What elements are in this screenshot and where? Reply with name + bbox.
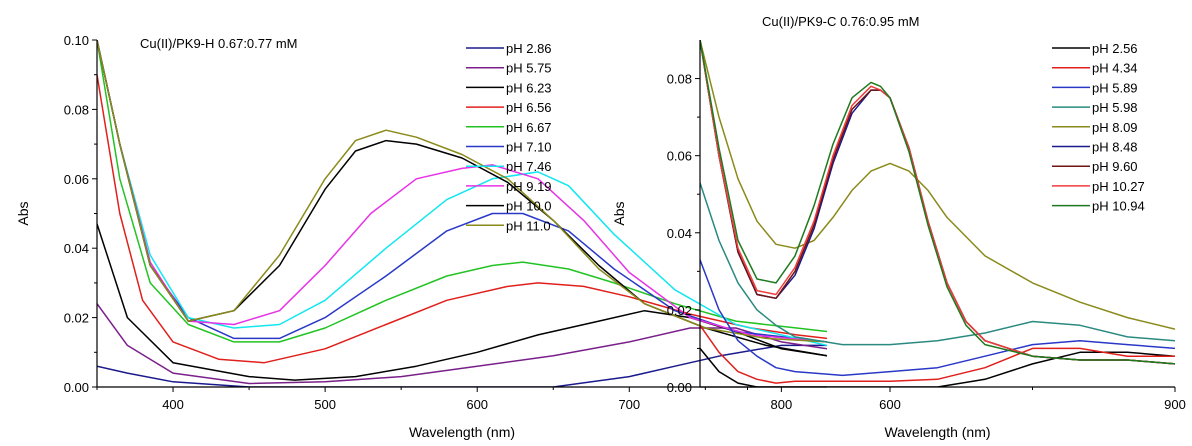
y-tick-label: 0.00 — [667, 380, 692, 395]
legend-label: pH 6.67 — [506, 120, 552, 135]
y-tick-label: 0.08 — [667, 72, 692, 87]
x-tick-label: 900 — [1164, 397, 1186, 412]
legend-label: pH 5.98 — [1092, 100, 1138, 115]
series-line-2 — [97, 303, 827, 385]
chart-title: Cu(II)/PK9-C 0.76:0.95 mM — [762, 14, 920, 29]
y-tick-label: 0.08 — [64, 102, 89, 117]
legend-label: pH 6.23 — [506, 80, 552, 95]
x-tick-label: 600 — [466, 397, 488, 412]
series-line-4 — [97, 74, 827, 364]
legend-label: pH 11.0 — [506, 218, 551, 233]
series-line-2 — [700, 324, 1175, 384]
y-tick-label: 0.02 — [64, 311, 89, 326]
legend-label: pH 8.48 — [1092, 140, 1138, 155]
legend-label: pH 4.34 — [1092, 61, 1138, 76]
legend-label: pH 9.19 — [506, 179, 552, 194]
legend: pH 2.86 pH 5.75 pH 6.23 pH 6.56 pH 6.67 pH 7.… — [466, 41, 552, 233]
legend-label: pH 2.86 — [506, 41, 552, 56]
chart-1: 0.00 0.02 0.04 0.06 0.08 0.10 400 500 600 700 800 W… — [15, 33, 827, 440]
series-line-4 — [700, 182, 1175, 346]
x-tick-label: 700 — [618, 397, 640, 412]
series-line-1 — [700, 347, 1175, 387]
legend-label: pH 6.56 — [506, 100, 552, 115]
y-tick-label: 0.00 — [64, 380, 89, 395]
legend-label: pH 10.27 — [1092, 179, 1145, 194]
y-tick-label: 0.04 — [667, 226, 692, 241]
y-tick-label: 0.06 — [667, 149, 692, 164]
y-axis-label: Abs — [611, 201, 627, 225]
x-axis-label: Wavelength (nm) — [884, 424, 990, 440]
series-line-1 — [97, 344, 827, 387]
legend-label: pH 2.56 — [1092, 41, 1138, 56]
y-tick-label: 0.04 — [64, 241, 89, 256]
series-line-9 — [700, 40, 1175, 365]
series-line-9 — [97, 40, 827, 357]
plot-area — [97, 40, 827, 387]
series-line-5 — [700, 40, 1175, 330]
chart-2: 0.00 0.02 0.04 0.06 0.08 600 900 Wavelength (nm… — [611, 14, 1186, 440]
x-tick-label: 500 — [314, 397, 336, 412]
y-tick-label: 0.06 — [64, 172, 89, 187]
legend-label: pH 10.94 — [1092, 199, 1145, 214]
legend-label: pH 9.60 — [1092, 159, 1138, 174]
series-line-3 — [700, 259, 1175, 377]
y-tick-label: 0.10 — [64, 33, 89, 48]
legend-label: pH 8.09 — [1092, 120, 1138, 135]
x-tick-label: 600 — [879, 397, 901, 412]
x-axis-label: Wavelength (nm) — [409, 424, 515, 440]
series-line-8 — [700, 40, 1175, 365]
chart-title: Cu(II)/PK9-H 0.67:0.77 mM — [140, 36, 298, 51]
legend: pH 2.56 pH 4.34 pH 5.89 pH 5.98 pH 8.09 pH 8.… — [1052, 41, 1145, 214]
series-line-7 — [97, 40, 827, 347]
series-line-10 — [97, 40, 827, 343]
x-tick-label: 800 — [771, 397, 793, 412]
y-axis-label: Abs — [15, 201, 31, 225]
x-tick-label: 400 — [162, 397, 184, 412]
legend-label: pH 7.10 — [506, 140, 552, 155]
y-tick-label: 0.02 — [667, 303, 692, 318]
legend-label: pH 7.46 — [506, 159, 552, 174]
plot-area — [700, 40, 1175, 387]
legend-label: pH 10.0 — [506, 199, 552, 214]
legend-label: pH 5.89 — [1092, 80, 1138, 95]
legend-label: pH 5.75 — [506, 61, 552, 76]
